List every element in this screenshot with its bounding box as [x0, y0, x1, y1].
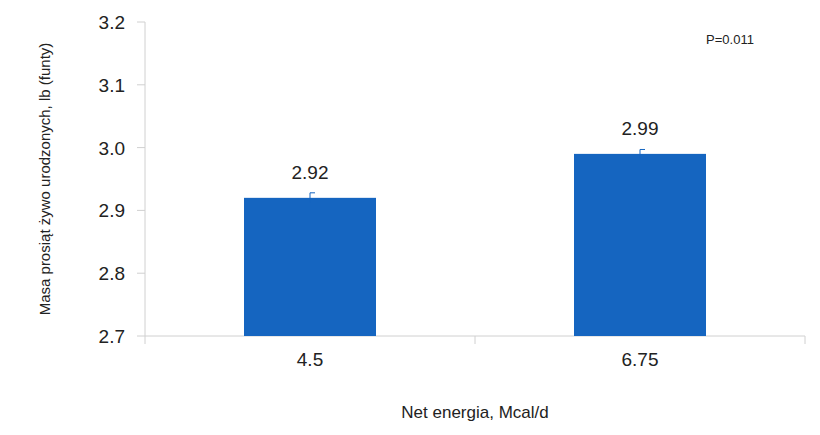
x-tick: [475, 336, 476, 344]
x-tick-label: 4.5: [297, 349, 323, 370]
y-tick-label: 3.2: [99, 12, 125, 33]
x-tick-label: 6.75: [622, 349, 659, 370]
bars: [244, 149, 706, 336]
y-axis-line: [145, 22, 146, 336]
x-axis-label: Net energia, Mcal/d: [401, 403, 548, 422]
bar: [244, 198, 376, 336]
y-tick-label: 3.0: [99, 138, 125, 159]
y-tick-label: 2.8: [99, 263, 125, 284]
error-bar: [640, 149, 645, 158]
error-bar: [310, 193, 315, 203]
y-tick-label: 2.9: [99, 200, 125, 221]
y-tick-label: 3.1: [99, 75, 125, 96]
annotation: P=0.011: [706, 32, 754, 47]
y-tick: [137, 273, 145, 274]
y-axis-label: Masa prosiąt żywo urodzonych, lb (funty): [36, 43, 53, 316]
chart-container: 2.7 2.8 2.9 3.0 3.1 3.2 4.5 2.92 6.75 2.99 Net ene…: [0, 0, 820, 435]
chart: 2.7 2.8 2.9 3.0 3.1 3.2 4.5 2.92 6.75 2.99 Net ene…: [0, 0, 820, 435]
y-tick: [137, 210, 145, 211]
x-tick: [145, 336, 146, 344]
y-tick: [137, 336, 145, 337]
data-label: 2.92: [292, 162, 329, 183]
y-tick: [137, 22, 145, 23]
bar: [574, 154, 706, 336]
y-tick: [137, 84, 145, 85]
data-label: 2.99: [622, 118, 659, 139]
y-tick-label: 2.7: [99, 326, 125, 347]
x-tick: [805, 336, 806, 344]
y-tick: [137, 147, 145, 148]
